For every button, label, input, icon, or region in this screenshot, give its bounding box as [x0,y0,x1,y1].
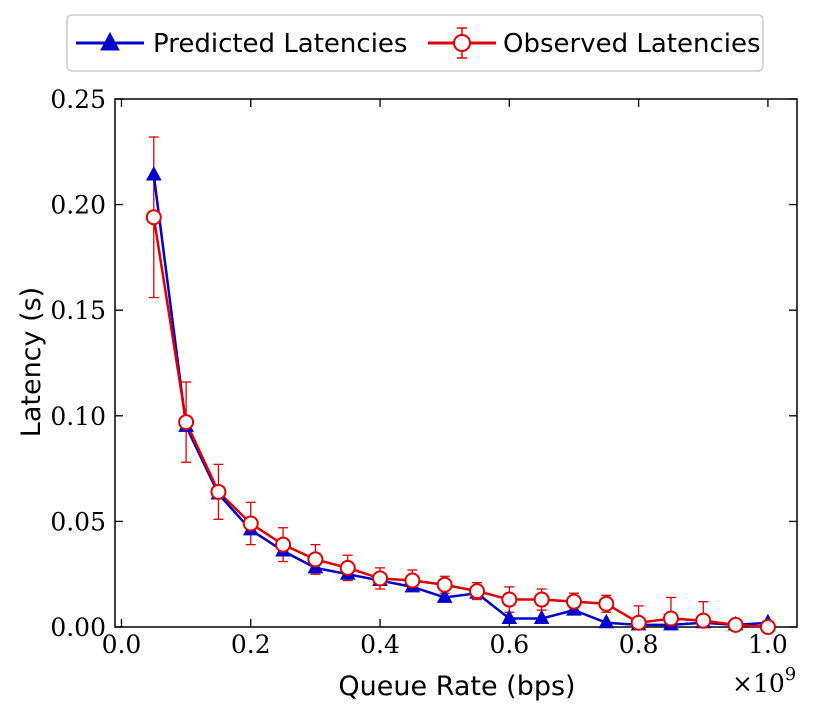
legend: Predicted Latencies Observed Latencies [66,14,764,72]
y-tick-label: 0.15 [50,296,106,325]
observed-point [565,593,582,610]
observed-point [598,595,615,612]
legend-marker-triangle [100,31,120,51]
x-tick-label: 0.8 [619,630,659,659]
x-tick-label: 0.0 [102,630,142,659]
observed-errorbars [148,136,773,628]
predicted-point [598,613,615,629]
observed-point [533,591,550,608]
x-multiplier-exponent: 9 [785,664,796,685]
observed-point [275,536,292,553]
predicted-point [145,165,162,181]
y-tick-label: 0.25 [50,85,106,114]
observed-point [145,209,162,226]
x-tick-label: 0.6 [489,630,529,659]
legend-marker-circle [453,34,471,52]
x-tick-label: 0.4 [360,630,400,659]
observed-point [307,551,324,568]
observed-point [759,619,776,635]
markers [145,165,776,635]
y-tick-label: 0.10 [50,402,106,431]
y-tick-label: 0.00 [50,613,106,642]
predicted-point [436,588,453,603]
observed-point [469,583,486,600]
observed-point [404,572,421,589]
observed-point [501,591,518,608]
observed-point [662,610,679,627]
predicted-point [533,609,550,625]
observed-point [630,614,647,631]
y-tick-label: 0.20 [50,191,106,220]
x-multiplier: ×109 [732,664,796,698]
observed-point [178,414,195,431]
x-multiplier-base: ×10 [732,669,785,698]
observed-point [372,570,389,587]
legend-label-predicted: Predicted Latencies [153,29,407,59]
x-tick-label: 0.2 [231,630,271,659]
predicted-series-line [152,174,768,627]
observed-point [727,616,744,633]
plot-frame [114,98,798,628]
y-tick-label: 0.05 [50,507,106,536]
y-axis-title: Latency (s) [16,287,47,437]
x-axis-title: Queue Rate (bps) [338,671,575,702]
observed-series-line [152,217,768,629]
observed-point [242,515,259,532]
ticks: 0.0 0.2 0.4 0.6 0.8 1.00.000.050.100.150.200.… [50,85,797,659]
observed-point [339,559,356,576]
observed-point [436,576,453,593]
legend-label-observed: Observed Latencies [503,29,761,59]
observed-point [210,483,227,500]
predicted-point [501,609,518,625]
observed-point [695,612,712,629]
series-lines [152,174,768,629]
legend-box [66,14,764,72]
